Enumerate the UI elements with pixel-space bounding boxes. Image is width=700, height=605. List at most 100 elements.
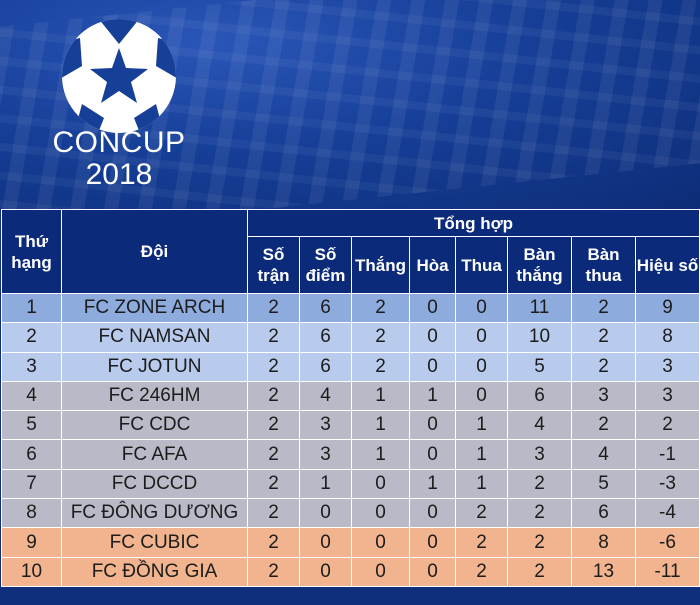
- cell-lost: 2: [455, 527, 508, 558]
- cell-lost: 0: [455, 380, 508, 412]
- cell-won: 0: [351, 498, 410, 529]
- cell-goal-diff: 9: [635, 292, 700, 324]
- cell-lost: 0: [455, 322, 508, 353]
- cell-won: 1: [351, 380, 410, 412]
- cell-rank: 7: [1, 468, 62, 500]
- header-banner: CONCUP 2018: [0, 0, 700, 210]
- cell-team: FC CDC: [61, 410, 248, 441]
- cell-drawn: 0: [409, 439, 456, 470]
- cell-drawn: 0: [409, 410, 456, 441]
- cell-drawn: 1: [409, 380, 456, 412]
- cell-rank: 3: [1, 351, 62, 382]
- cell-points: 3: [299, 439, 352, 470]
- cell-team: FC ĐỒNG GIA: [61, 556, 248, 587]
- cell-points: 3: [299, 410, 352, 441]
- cell-goal-diff: -1: [635, 439, 700, 470]
- cell-lost: 1: [455, 439, 508, 470]
- cell-played: 2: [247, 498, 300, 529]
- cell-goals-for: 2: [507, 468, 572, 500]
- header-drawn: Hòa: [409, 236, 456, 294]
- header-played: Số trận: [247, 236, 300, 294]
- cell-goal-diff: 3: [635, 380, 700, 412]
- header-rank: Thứ hạng: [1, 209, 62, 294]
- cell-goals-for: 6: [507, 380, 572, 412]
- header-won: Thắng: [351, 236, 410, 294]
- cell-won: 1: [351, 439, 410, 470]
- cell-won: 2: [351, 322, 410, 353]
- cell-lost: 2: [455, 498, 508, 529]
- cell-drawn: 0: [409, 527, 456, 558]
- table-row: 7 FC DCCD 2 1 0 1 1 2 5 -3: [1, 468, 700, 500]
- cell-points: 1: [299, 468, 352, 500]
- table-row: 4 FC 246HM 2 4 1 1 0 6 3 3: [1, 380, 700, 412]
- cell-goals-for: 10: [507, 322, 572, 353]
- cell-team: FC 246HM: [61, 380, 248, 412]
- cell-goals-against: 2: [571, 292, 636, 324]
- cell-points: 0: [299, 527, 352, 558]
- cell-team: FC NAMSAN: [61, 322, 248, 353]
- cell-goal-diff: -4: [635, 498, 700, 529]
- soccer-ball-star-icon: [62, 19, 176, 133]
- cell-goals-against: 6: [571, 498, 636, 529]
- cell-rank: 2: [1, 322, 62, 353]
- table-row: 9 FC CUBIC 2 0 0 0 2 2 8 -6: [1, 527, 700, 558]
- cell-team: FC JOTUN: [61, 351, 248, 382]
- header-goal-diff: Hiệu số: [635, 236, 700, 294]
- cell-goals-for: 4: [507, 410, 572, 441]
- cell-goals-against: 5: [571, 468, 636, 500]
- header-lost: Thua: [455, 236, 508, 294]
- cell-rank: 1: [1, 292, 62, 324]
- cell-played: 2: [247, 410, 300, 441]
- cell-goals-against: 2: [571, 322, 636, 353]
- cell-played: 2: [247, 351, 300, 382]
- standings-table: Thứ hạng Đội Tổng hợp Số trận Số điểm Th…: [1, 209, 700, 587]
- cell-points: 0: [299, 498, 352, 529]
- cell-goal-diff: 8: [635, 322, 700, 353]
- table-row: 3 FC JOTUN 2 6 2 0 0 5 2 3: [1, 351, 700, 382]
- cell-goals-against: 13: [571, 556, 636, 587]
- logo-wordmark: CONCUP: [52, 126, 186, 159]
- cell-lost: 2: [455, 556, 508, 587]
- cell-played: 2: [247, 380, 300, 412]
- cell-played: 2: [247, 527, 300, 558]
- cell-won: 1: [351, 410, 410, 441]
- cell-played: 2: [247, 292, 300, 324]
- cell-drawn: 0: [409, 498, 456, 529]
- table-row: 1 FC ZONE ARCH 2 6 2 0 0 11 2 9: [1, 292, 700, 324]
- cell-team: FC AFA: [61, 439, 248, 470]
- cell-won: 2: [351, 351, 410, 382]
- cell-drawn: 0: [409, 292, 456, 324]
- cell-played: 2: [247, 322, 300, 353]
- cell-goals-against: 4: [571, 439, 636, 470]
- cell-won: 0: [351, 556, 410, 587]
- cell-goals-against: 2: [571, 410, 636, 441]
- cell-won: 0: [351, 468, 410, 500]
- header-points: Số điểm: [299, 236, 352, 294]
- cell-played: 2: [247, 439, 300, 470]
- cell-goal-diff: 3: [635, 351, 700, 382]
- table-row: 6 FC AFA 2 3 1 0 1 3 4 -1: [1, 439, 700, 470]
- cell-lost: 1: [455, 468, 508, 500]
- cell-drawn: 0: [409, 556, 456, 587]
- cell-drawn: 1: [409, 468, 456, 500]
- table-row: 2 FC NAMSAN 2 6 2 0 0 10 2 8: [1, 322, 700, 353]
- cell-goals-for: 3: [507, 439, 572, 470]
- cell-team: FC ZONE ARCH: [61, 292, 248, 324]
- cell-goals-for: 2: [507, 498, 572, 529]
- cell-drawn: 0: [409, 322, 456, 353]
- cell-points: 0: [299, 556, 352, 587]
- cell-rank: 8: [1, 498, 62, 529]
- cell-goals-against: 3: [571, 380, 636, 412]
- header-team: Đội: [61, 209, 248, 294]
- cell-points: 6: [299, 322, 352, 353]
- cell-goal-diff: 2: [635, 410, 700, 441]
- cell-lost: 0: [455, 292, 508, 324]
- table-row: 5 FC CDC 2 3 1 0 1 4 2 2: [1, 410, 700, 441]
- table-row: 10 FC ĐỒNG GIA 2 0 0 0 2 2 13 -11: [1, 556, 700, 587]
- cell-points: 6: [299, 351, 352, 382]
- cell-rank: 5: [1, 410, 62, 441]
- cell-rank: 4: [1, 380, 62, 412]
- cell-played: 2: [247, 468, 300, 500]
- cell-lost: 0: [455, 351, 508, 382]
